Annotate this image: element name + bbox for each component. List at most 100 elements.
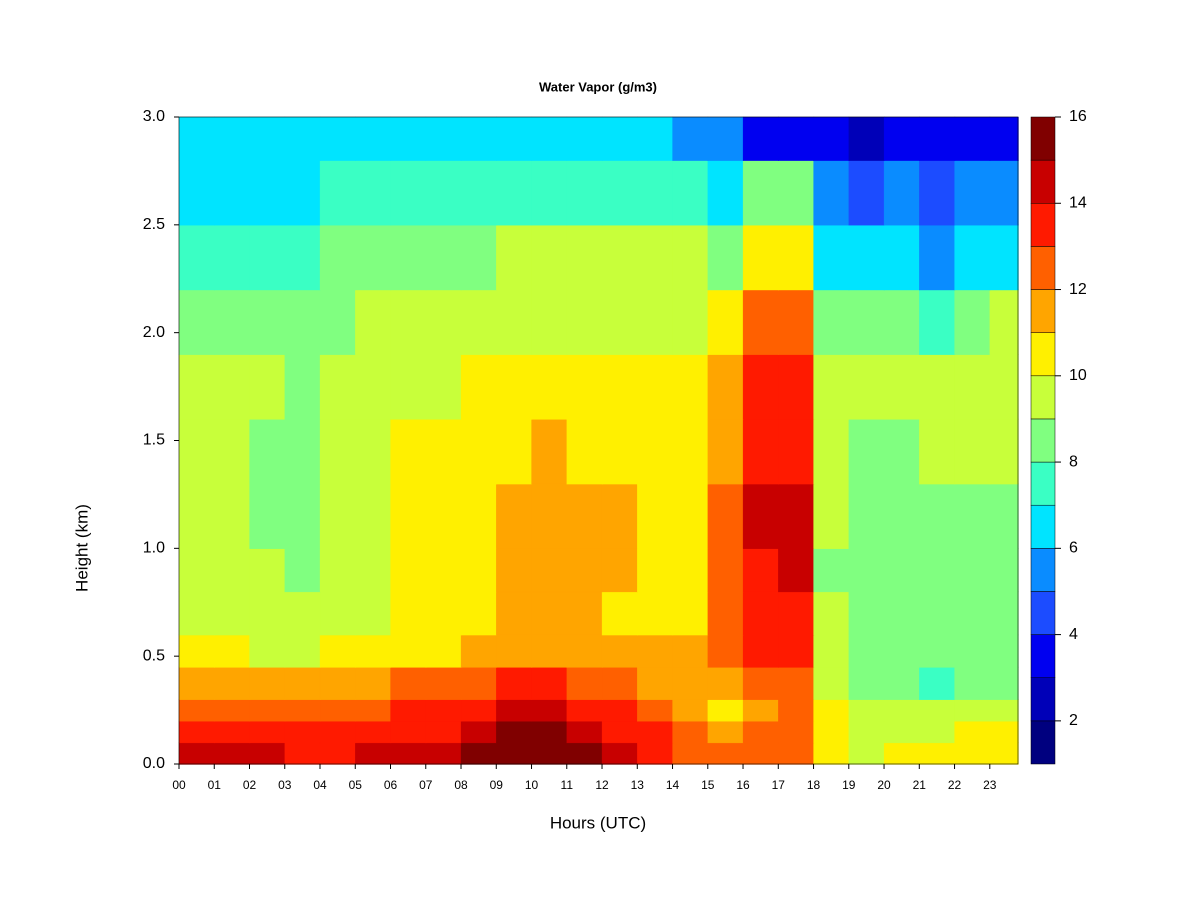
contour-cell [496, 548, 533, 593]
contour-cell [566, 699, 603, 722]
contour-cell [496, 483, 533, 549]
contour-cell [919, 742, 956, 765]
contour-cell [883, 634, 920, 668]
contour-cell [954, 666, 991, 700]
contour-cell [672, 548, 709, 593]
contour-cell [672, 591, 709, 636]
contour-cell [601, 289, 638, 355]
contour-cell [637, 224, 674, 291]
contour-cell [637, 634, 674, 668]
contour-cell [742, 666, 779, 700]
contour-cell [954, 159, 991, 226]
contour-cell [813, 483, 850, 549]
colorbar-tick-label: 8 [1069, 453, 1078, 470]
contour-cell [355, 699, 392, 722]
contour-cell [355, 116, 392, 161]
contour-cell [390, 483, 427, 549]
contour-cell [707, 634, 744, 668]
colorbar-band [1030, 677, 1056, 722]
contour-cell [919, 418, 956, 485]
contour-cell [601, 483, 638, 549]
contour-cell [460, 548, 497, 593]
contour-cell [919, 159, 956, 226]
contour-cell [531, 591, 568, 636]
contour-cell [284, 634, 321, 668]
contour-cell [919, 591, 956, 636]
x-tick-label: 04 [313, 778, 327, 792]
contour-cell [178, 418, 215, 485]
contour-cell [460, 699, 497, 722]
contour-cell [778, 483, 815, 549]
contour-cell [742, 699, 779, 722]
contour-cell [284, 224, 321, 291]
contour-cell [355, 634, 392, 668]
contour-cell [707, 720, 744, 744]
contour-cell [214, 354, 251, 420]
contour-cell [742, 483, 779, 549]
contour-cell [178, 548, 215, 593]
contour-cell [496, 418, 533, 485]
contour-cell [989, 116, 1019, 161]
contour-cell [813, 591, 850, 636]
contour-cell [249, 666, 286, 700]
contour-cell [989, 289, 1019, 355]
colorbar-tick-label: 10 [1069, 367, 1087, 384]
x-tick-label: 19 [842, 778, 856, 792]
contour-cell [566, 159, 603, 226]
contour-cell [883, 548, 920, 593]
contour-cell [319, 159, 356, 226]
contour-cell [566, 116, 603, 161]
contour-cell [531, 548, 568, 593]
contour-cell [566, 634, 603, 668]
contour-cell [989, 591, 1019, 636]
contour-cell [249, 483, 286, 549]
contour-cell [214, 591, 251, 636]
contour-cell [813, 720, 850, 744]
colorbar-tick-label: 12 [1069, 281, 1087, 298]
contour-cell [883, 591, 920, 636]
contour-cell [954, 548, 991, 593]
contour-cell [531, 159, 568, 226]
contour-cell [214, 666, 251, 700]
contour-cell [883, 742, 920, 765]
contour-cell [848, 666, 885, 700]
contour-cell [742, 289, 779, 355]
contour-cell [390, 418, 427, 485]
contour-cell [601, 354, 638, 420]
contour-cell [249, 418, 286, 485]
contour-cell [566, 720, 603, 744]
contour-cell [496, 742, 533, 765]
contour-cell [390, 591, 427, 636]
contour-cell [672, 742, 709, 765]
contour-cell [707, 666, 744, 700]
contour-cell [954, 116, 991, 161]
contour-cell [672, 116, 709, 161]
contour-cell [460, 720, 497, 744]
contour-cell [883, 483, 920, 549]
contour-cell [707, 483, 744, 549]
contour-cell [848, 548, 885, 593]
contour-cell [989, 666, 1019, 700]
contour-cell [672, 666, 709, 700]
colorbar-band [1030, 634, 1056, 678]
contour-cell [954, 699, 991, 722]
colorbar-band [1030, 548, 1056, 592]
contour-cell [355, 591, 392, 636]
contour-cell [778, 159, 815, 226]
contour-cell [425, 224, 462, 291]
contour-cell [178, 591, 215, 636]
contour-cell [919, 699, 956, 722]
contour-cell [637, 289, 674, 355]
contour-cell [813, 224, 850, 291]
contour-cell [531, 354, 568, 420]
contour-cell [355, 418, 392, 485]
contour-cell [214, 742, 251, 765]
contour-cell [848, 418, 885, 485]
contour-cell [284, 666, 321, 700]
contour-cell [496, 116, 533, 161]
contour-cell [566, 483, 603, 549]
contour-cell [319, 548, 356, 593]
contour-cell [249, 742, 286, 765]
contour-cell [355, 548, 392, 593]
contour-cell [249, 720, 286, 744]
